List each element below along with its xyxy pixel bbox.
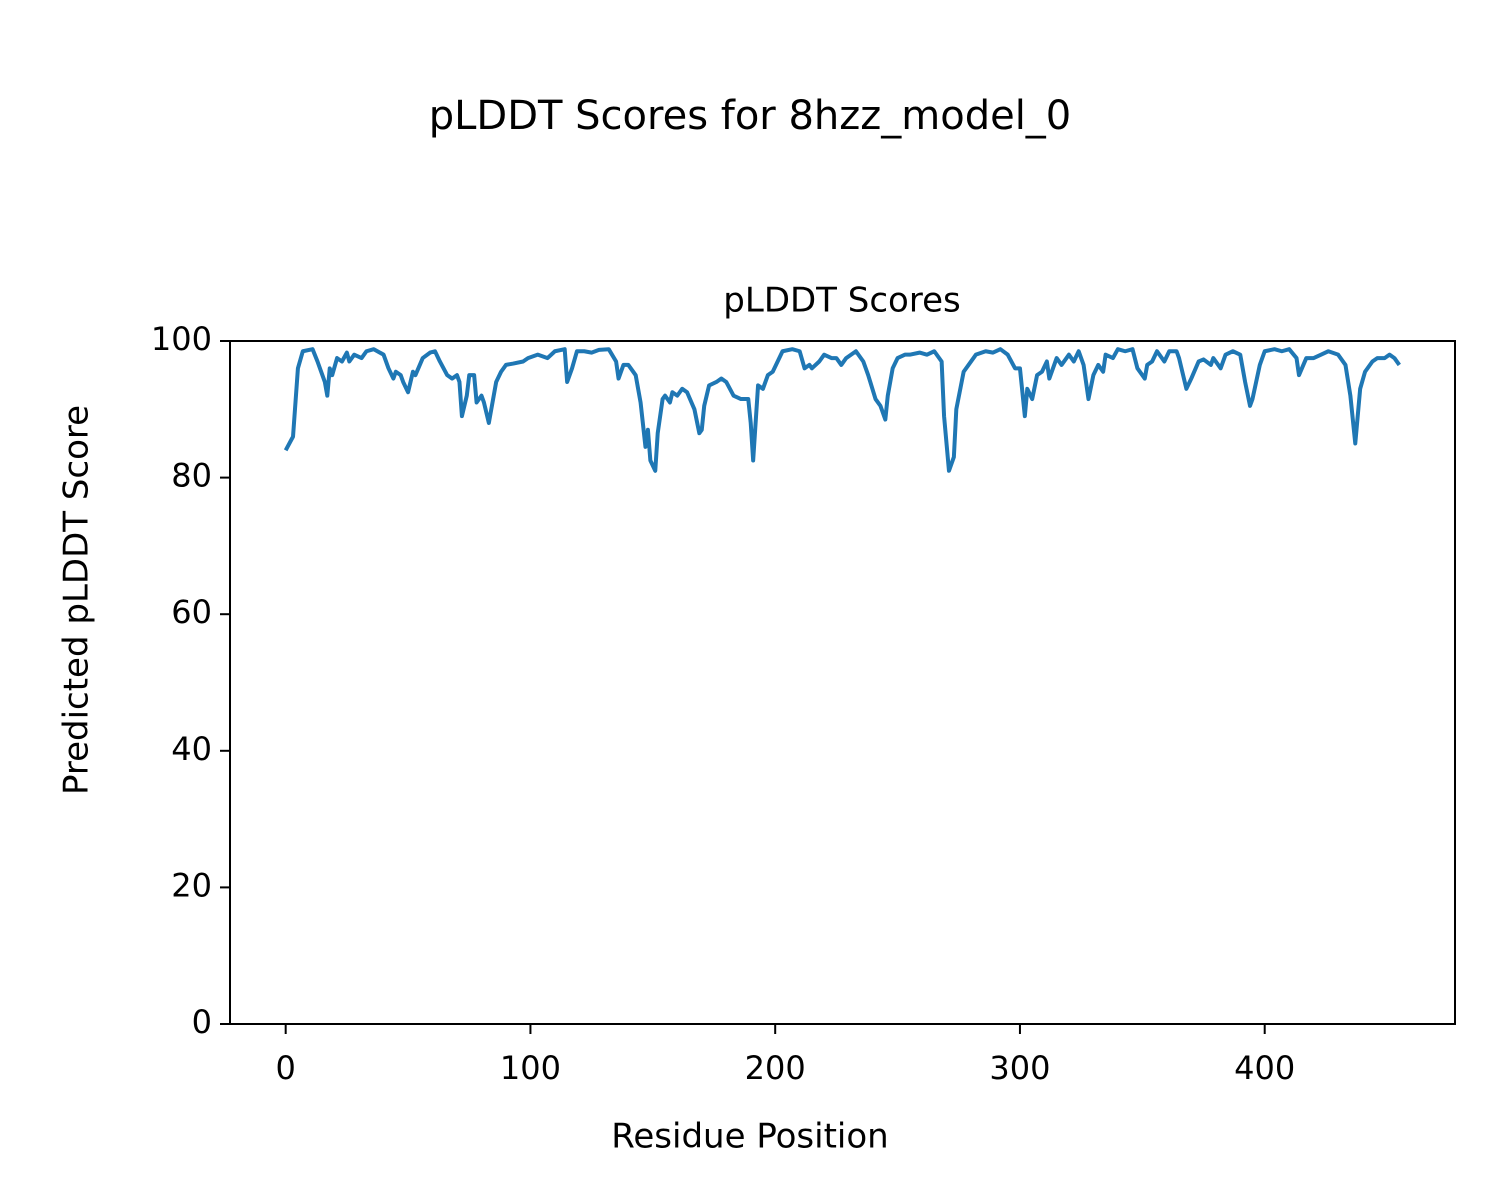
x-tick-label: 100 <box>500 1049 561 1087</box>
x-tick-label: 0 <box>276 1049 296 1087</box>
y-tick-label: 60 <box>171 593 212 631</box>
x-tick-label: 300 <box>989 1049 1050 1087</box>
y-tick-label: 0 <box>192 1003 212 1041</box>
y-tick-label: 40 <box>171 730 212 768</box>
y-tick-label: 20 <box>171 866 212 904</box>
axes-title: pLDDT Scores <box>723 281 960 321</box>
y-axis-label: Predicted pLDDT Score <box>57 405 97 795</box>
line-series <box>283 347 1401 473</box>
axes-frame <box>229 340 1456 1025</box>
y-tick-label: 80 <box>171 457 212 495</box>
x-tick-label: 200 <box>745 1049 806 1087</box>
figure-title: pLDDT Scores for 8hzz_model_0 <box>429 93 1072 139</box>
x-axis-label: Residue Position <box>611 1117 888 1157</box>
x-tick-label: 400 <box>1234 1049 1295 1087</box>
y-tick-label: 100 <box>151 320 212 358</box>
